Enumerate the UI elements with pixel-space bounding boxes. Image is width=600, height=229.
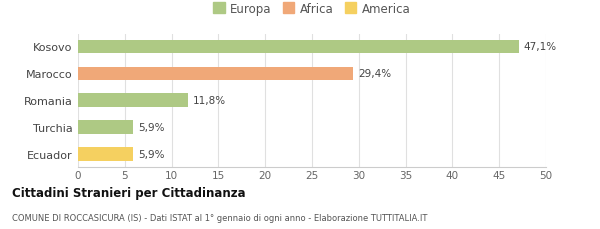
Legend: Europa, Africa, America: Europa, Africa, America (214, 3, 410, 16)
Bar (78, 121, 133, 134)
Text: COMUNE DI ROCCASICURA (IS) - Dati ISTAT al 1° gennaio di ogni anno - Elaborazion: COMUNE DI ROCCASICURA (IS) - Dati ISTAT … (12, 213, 427, 222)
Text: Cittadini Stranieri per Cittadinanza: Cittadini Stranieri per Cittadinanza (12, 186, 245, 199)
Bar (78, 67, 353, 81)
Text: 11,8%: 11,8% (193, 96, 226, 106)
Bar (78, 40, 519, 54)
Bar (78, 148, 133, 161)
Text: 29,4%: 29,4% (358, 69, 391, 79)
Text: 47,1%: 47,1% (524, 42, 557, 52)
Text: 5,9%: 5,9% (138, 123, 164, 133)
Bar (78, 94, 188, 107)
Text: 5,9%: 5,9% (138, 150, 164, 159)
